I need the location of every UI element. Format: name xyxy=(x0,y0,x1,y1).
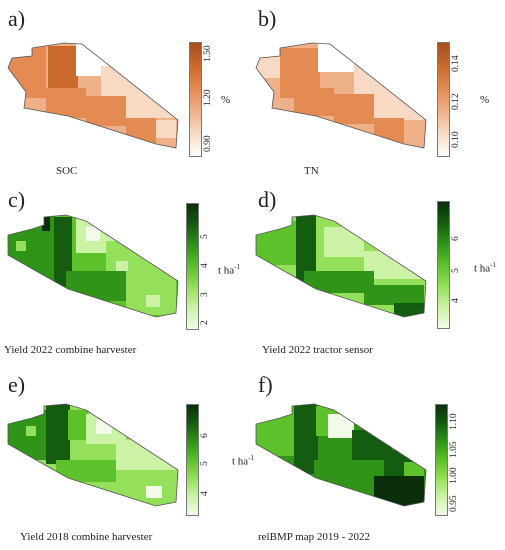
colorbar-tick: 2 xyxy=(200,320,210,325)
colorbar-tick: 1.20 xyxy=(203,89,213,106)
tn-colorbar xyxy=(437,42,450,157)
colorbar-tick: 0.14 xyxy=(451,55,461,72)
colorbar-unit: % xyxy=(221,94,231,106)
soc-field-map xyxy=(7,42,179,149)
colorbar-tick: 0.95 xyxy=(449,495,459,512)
yield-2022-combine-map xyxy=(7,214,179,318)
colorbar-unit: t ha-1 xyxy=(218,263,241,277)
colorbar-tick: 1.10 xyxy=(449,413,459,430)
panel-letter: e) xyxy=(8,372,26,397)
panel-relbmp: f) 1.10 1.05 1.00 0.95 relBMP map 2019 -… xyxy=(252,366,505,550)
colorbar-tick: 6 xyxy=(200,433,210,438)
relbmp-map xyxy=(255,403,427,507)
panel-yield-2018-combine: e) 6 5 4 t ha-1 Yield 2018 combine harve… xyxy=(0,366,255,550)
colorbar-tick: 1.50 xyxy=(203,45,213,62)
colorbar-tick: 4 xyxy=(200,491,210,496)
colorbar-tick: 1.00 xyxy=(449,467,459,484)
colorbar-tick: 5 xyxy=(451,268,461,273)
panel-tn: b) 0.14 0.12 0.10 % TN xyxy=(252,0,505,183)
colorbar-unit: t ha-1 xyxy=(474,261,497,275)
yield-2018-combine-map xyxy=(7,403,179,507)
panel-letter: d) xyxy=(258,187,277,212)
colorbar-tick: 5 xyxy=(200,234,210,239)
panel-letter: f) xyxy=(258,372,273,397)
yield-2022-tractor-map xyxy=(255,214,427,318)
yield-colorbar xyxy=(186,203,199,330)
panel-letter: b) xyxy=(258,6,277,31)
tn-field-map xyxy=(255,42,427,149)
panel-soc: a) 1.50 1.20 0.90 % SOC xyxy=(0,0,252,183)
map-caption: Yield 2022 tractor sensor xyxy=(262,344,373,356)
colorbar-tick: 3 xyxy=(200,292,210,297)
panel-yield-2022-tractor: d) 6 5 4 t ha-1 Yield 2022 tractor senso… xyxy=(252,183,505,366)
colorbar-unit: % xyxy=(480,94,490,106)
map-caption: relBMP map 2019 - 2022 xyxy=(258,531,371,543)
panel-yield-2022-combine: c) 5 4 3 2 t ha-1 Yield 2022 combine har… xyxy=(0,183,252,366)
panel-letter: c) xyxy=(8,187,26,212)
colorbar-tick: 4 xyxy=(451,298,461,303)
soc-colorbar xyxy=(189,42,202,157)
panel-letter: a) xyxy=(8,6,26,31)
colorbar-tick: 5 xyxy=(200,461,210,466)
colorbar-tick: 0.12 xyxy=(451,93,461,110)
map-caption: TN xyxy=(304,165,319,177)
map-caption: SOC xyxy=(56,165,78,177)
relbmp-colorbar xyxy=(435,404,448,516)
colorbar-tick: 4 xyxy=(200,263,210,268)
colorbar-unit: t ha-1 xyxy=(232,454,255,468)
colorbar-tick: 0.10 xyxy=(451,131,461,148)
colorbar-tick: 1.05 xyxy=(449,441,459,458)
map-caption: Yield 2022 combine harvester xyxy=(4,344,137,356)
colorbar-tick: 0.90 xyxy=(203,135,213,152)
yield-colorbar xyxy=(186,404,199,516)
colorbar-tick: 6 xyxy=(451,236,461,241)
yield-colorbar xyxy=(437,201,450,329)
map-caption: Yield 2018 combine harvester xyxy=(20,531,153,543)
